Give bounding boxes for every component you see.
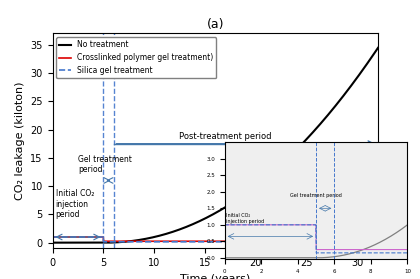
Silica gel treatment [87,235,92,239]
No treatment [334,103,339,106]
Line: Silica gel treatment: Silica gel treatment [52,237,378,242]
Text: Post-treatment period: Post-treatment period [179,132,272,141]
Silica gel treatment [334,240,339,244]
No treatment [50,241,55,244]
Silica gel treatment [369,240,374,244]
Y-axis label: CO₂ leakage (kiloton): CO₂ leakage (kiloton) [15,82,25,200]
Crosslinked polymer gel treatment) [375,240,381,243]
Crosslinked polymer gel treatment) [175,240,180,243]
No treatment [369,56,374,59]
Legend: No treatment, Crosslinked polymer gel treatment), Silica gel treatment: No treatment, Crosslinked polymer gel tr… [56,37,216,78]
Title: (a): (a) [207,18,224,31]
No treatment [375,46,381,49]
Line: No treatment: No treatment [52,48,378,243]
No treatment [175,229,180,232]
Silica gel treatment [175,240,180,244]
Line: Crosslinked polymer gel treatment): Crosslinked polymer gel treatment) [52,237,378,241]
Crosslinked polymer gel treatment) [50,235,55,239]
No treatment [106,241,111,244]
Text: Initial CO₂
injection
period: Initial CO₂ injection period [55,189,94,219]
Crosslinked polymer gel treatment) [369,240,374,243]
Silica gel treatment [107,240,112,244]
Crosslinked polymer gel treatment) [189,240,194,243]
No treatment [189,223,194,227]
X-axis label: Time (years): Time (years) [180,274,250,279]
Text: Gel treatment
period: Gel treatment period [78,155,132,174]
Crosslinked polymer gel treatment) [334,240,339,243]
Crosslinked polymer gel treatment) [101,240,106,243]
Crosslinked polymer gel treatment) [87,235,92,239]
Text: Gel treatment period: Gel treatment period [290,193,342,198]
Silica gel treatment [50,235,55,239]
Silica gel treatment [375,240,381,244]
Silica gel treatment [189,240,194,244]
Text: Initial CO₂
injection period: Initial CO₂ injection period [226,213,264,224]
No treatment [87,241,92,244]
Crosslinked polymer gel treatment) [107,240,112,243]
Silica gel treatment [101,240,106,244]
